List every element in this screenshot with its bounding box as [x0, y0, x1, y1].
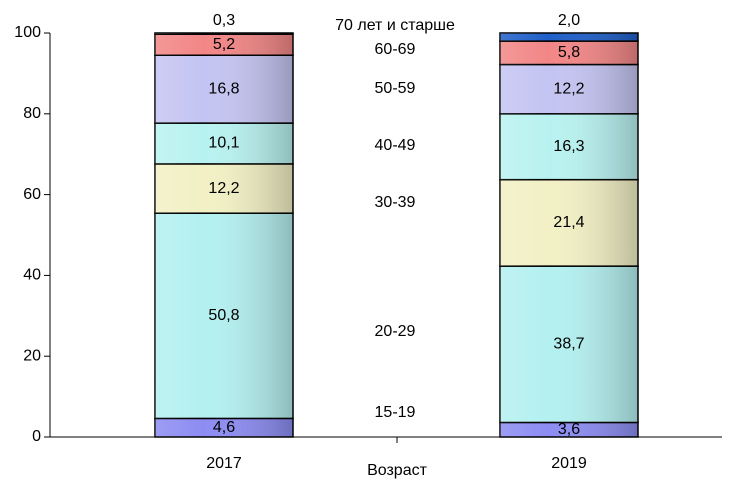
bar-shade [155, 33, 293, 35]
bar-shade [500, 113, 638, 180]
x-tick-label: 2017 [206, 455, 242, 472]
bar-shade [500, 179, 638, 267]
value-label: 12,2 [553, 80, 584, 97]
value-label: 16,3 [553, 138, 584, 155]
y-tick-label: 20 [23, 347, 41, 364]
series-label: 70 лет и старше [335, 17, 455, 34]
x-tick-label: 2019 [551, 455, 587, 472]
value-label: 5,2 [213, 36, 235, 53]
bar-shade [155, 123, 293, 164]
y-tick-label: 40 [23, 267, 41, 284]
value-label: 10,1 [208, 135, 239, 152]
bar-shade [500, 266, 638, 423]
value-label: 5,8 [558, 44, 580, 61]
y-tick-label: 100 [14, 24, 41, 41]
series-label: 15-19 [375, 404, 416, 421]
value-label: 2,0 [558, 12, 580, 29]
series-label: 20-29 [375, 323, 416, 340]
value-label: 4,6 [213, 419, 235, 436]
value-label: 12,2 [208, 180, 239, 197]
value-label: 50,8 [208, 307, 239, 324]
bar-shade [155, 55, 293, 124]
bar-shade [500, 41, 638, 65]
bar-shade [155, 163, 293, 214]
value-label: 38,7 [553, 336, 584, 353]
series-label: 50-59 [375, 80, 416, 97]
bar-shade [500, 33, 638, 42]
y-tick-label: 0 [32, 428, 41, 445]
x-axis-label: Возраст [367, 462, 428, 479]
bar-shade [155, 213, 293, 419]
value-label: 16,8 [208, 80, 239, 97]
bar-shade [500, 64, 638, 114]
bar-shade [155, 418, 293, 437]
value-label: 21,4 [553, 214, 584, 231]
value-label: 0,3 [213, 12, 235, 29]
y-tick-label: 80 [23, 105, 41, 122]
series-label: 40-49 [375, 137, 416, 154]
bar-shade [155, 34, 293, 56]
series-label: 60-69 [375, 41, 416, 58]
series-label: 30-39 [375, 194, 416, 211]
bar-shade [500, 422, 638, 437]
y-tick-label: 60 [23, 186, 41, 203]
value-label: 3,6 [558, 421, 580, 438]
